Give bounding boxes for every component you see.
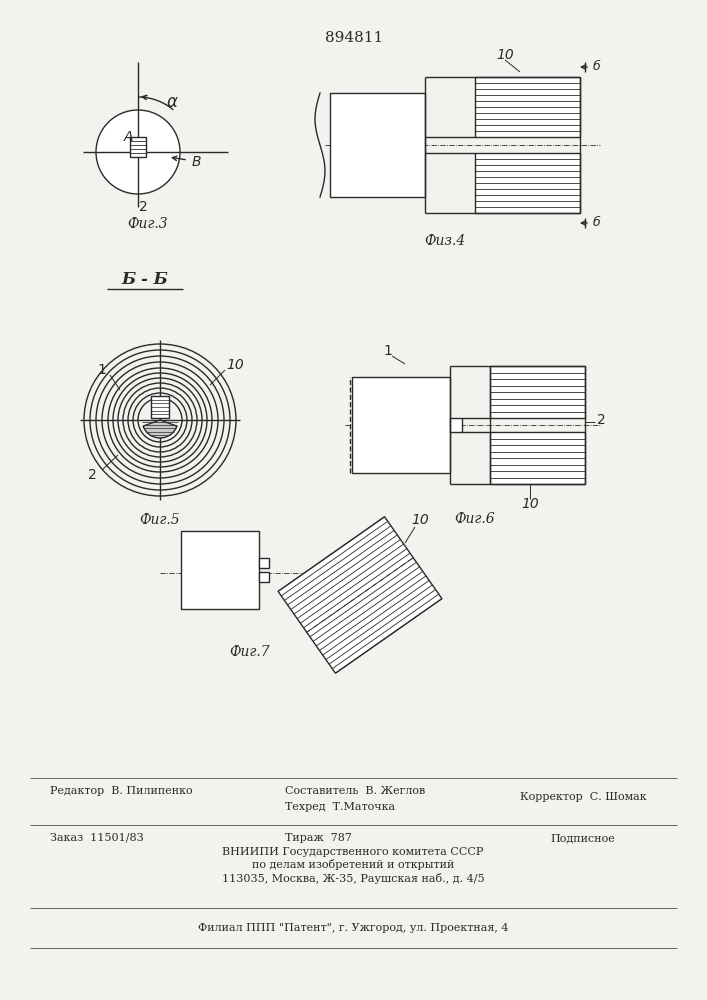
Text: по делам изобретений и открытий: по делам изобретений и открытий bbox=[252, 859, 454, 870]
Bar bbox=[490, 432, 585, 484]
Bar bbox=[450, 418, 462, 432]
Text: 10: 10 bbox=[521, 497, 539, 511]
Text: 1: 1 bbox=[98, 363, 107, 377]
Bar bbox=[259, 572, 269, 582]
Text: Корректор  С. Шомак: Корректор С. Шомак bbox=[520, 792, 647, 802]
Text: Фиг.3: Фиг.3 bbox=[128, 217, 168, 231]
Text: Редактор  В. Пилипенко: Редактор В. Пилипенко bbox=[50, 786, 192, 796]
Bar bbox=[259, 558, 269, 568]
Bar bbox=[475, 153, 580, 213]
Text: Филиал ППП "Патент", г. Ужгород, ул. Проектная, 4: Филиал ППП "Патент", г. Ужгород, ул. Про… bbox=[198, 923, 508, 933]
Text: Подписное: Подписное bbox=[550, 833, 615, 843]
Text: 113035, Москва, Ж-35, Раушская наб., д. 4/5: 113035, Москва, Ж-35, Раушская наб., д. … bbox=[222, 872, 484, 884]
Text: Фиг.6: Фиг.6 bbox=[455, 512, 496, 526]
Wedge shape bbox=[143, 420, 177, 438]
Text: Составитель  В. Жеглов: Составитель В. Жеглов bbox=[285, 786, 425, 796]
Text: Техред  Т.Маточка: Техред Т.Маточка bbox=[285, 802, 395, 812]
Text: Фиг.7: Фиг.7 bbox=[230, 645, 270, 659]
Bar bbox=[352, 377, 450, 473]
Text: Б - Б: Б - Б bbox=[122, 271, 168, 288]
Text: 894811: 894811 bbox=[325, 31, 383, 45]
Polygon shape bbox=[278, 517, 442, 673]
Text: A: A bbox=[123, 130, 133, 144]
Text: Тираж  787: Тираж 787 bbox=[285, 833, 352, 843]
Text: ВНИИПИ Государственного комитета СССР: ВНИИПИ Государственного комитета СССР bbox=[222, 847, 484, 857]
Text: Заказ  11501/83: Заказ 11501/83 bbox=[50, 833, 144, 843]
Text: 10: 10 bbox=[226, 358, 244, 372]
Text: 10: 10 bbox=[411, 513, 429, 527]
Text: Физ.4: Физ.4 bbox=[424, 234, 466, 248]
Text: Фиг.5: Фиг.5 bbox=[140, 513, 180, 527]
Circle shape bbox=[96, 110, 180, 194]
Bar bbox=[490, 366, 585, 418]
Text: 2: 2 bbox=[597, 413, 606, 427]
Bar bbox=[151, 396, 169, 418]
Text: б: б bbox=[593, 217, 601, 230]
Bar bbox=[130, 137, 146, 157]
Bar bbox=[475, 77, 580, 137]
Text: $\alpha$: $\alpha$ bbox=[166, 93, 179, 111]
Text: 10: 10 bbox=[496, 48, 514, 62]
Text: 2: 2 bbox=[139, 200, 147, 214]
Bar bbox=[181, 531, 259, 609]
Text: B: B bbox=[192, 155, 201, 169]
Text: б: б bbox=[593, 60, 601, 74]
Bar bbox=[330, 93, 425, 197]
Text: 1: 1 bbox=[384, 344, 392, 358]
Text: 2: 2 bbox=[88, 468, 96, 482]
